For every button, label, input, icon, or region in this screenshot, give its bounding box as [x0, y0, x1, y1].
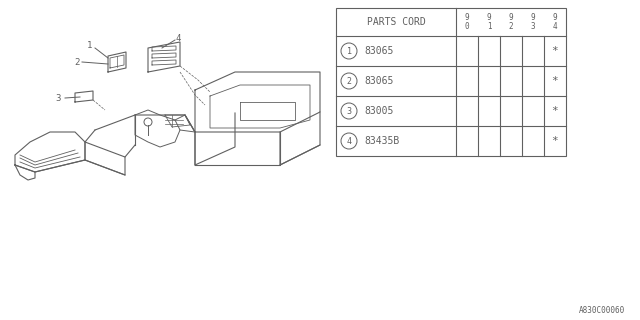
Text: 83005: 83005 [364, 106, 394, 116]
Text: 9
3: 9 3 [531, 13, 535, 31]
Text: *: * [552, 136, 558, 146]
Text: A830C00060: A830C00060 [579, 306, 625, 315]
Bar [336, 8, 566, 156]
Text: 2: 2 [346, 76, 351, 85]
Text: 1: 1 [346, 46, 351, 55]
Text: 1: 1 [87, 41, 93, 50]
Text: 9
1: 9 1 [486, 13, 492, 31]
Text: 9
2: 9 2 [509, 13, 513, 31]
Text: 9
4: 9 4 [553, 13, 557, 31]
Text: 4: 4 [346, 137, 351, 146]
Text: *: * [552, 106, 558, 116]
Text: 3: 3 [346, 107, 351, 116]
Text: 83435B: 83435B [364, 136, 399, 146]
Text: 3: 3 [55, 93, 61, 102]
Text: *: * [552, 76, 558, 86]
Text: 4: 4 [175, 34, 180, 43]
Text: 83065: 83065 [364, 46, 394, 56]
Text: *: * [552, 46, 558, 56]
Text: 83065: 83065 [364, 76, 394, 86]
Text: PARTS CORD: PARTS CORD [367, 17, 426, 27]
Text: 2: 2 [74, 58, 80, 67]
Text: 9
0: 9 0 [465, 13, 469, 31]
